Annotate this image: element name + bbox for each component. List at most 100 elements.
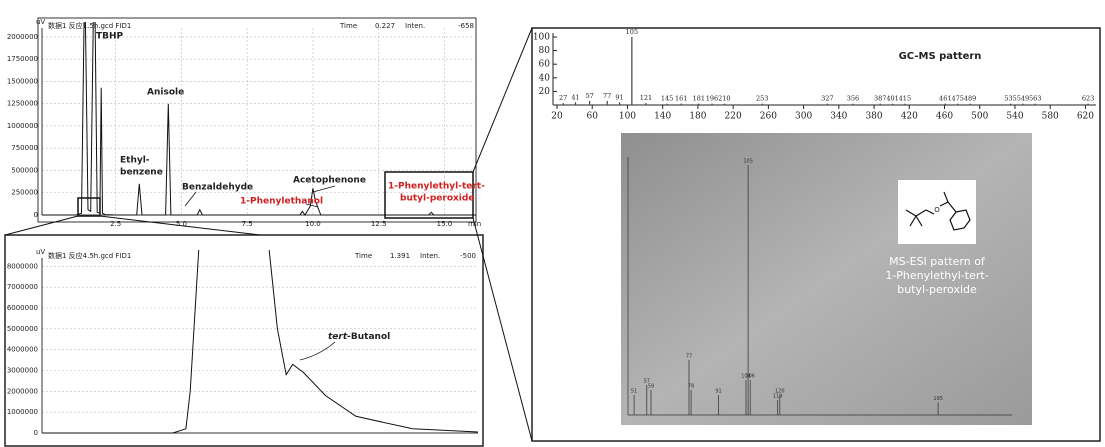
caption: MS-ESI pattern of — [889, 255, 986, 268]
x-tick-label: 620 — [1077, 112, 1094, 122]
header-text: Inten. — [405, 22, 425, 30]
peak-label: Anisole — [147, 88, 184, 98]
y-tick-label: 8000000 — [7, 262, 38, 270]
y-tick-label: 40 — [539, 73, 551, 83]
y-tick-label: 1500000 — [7, 77, 38, 85]
peak-label: benzene — [120, 168, 163, 178]
y-tick-label: 1750000 — [7, 55, 38, 63]
peak-label: 489 — [964, 95, 976, 103]
peak-label: 41 — [571, 93, 579, 101]
y-tick-label: 1250000 — [7, 100, 38, 108]
peak-label: 161 — [675, 95, 687, 103]
peak-label: 59 — [648, 384, 654, 390]
caption: 1-Phenylethyl-tert- — [885, 269, 988, 282]
x-tick-label: 340 — [830, 112, 847, 122]
y-tick-label: 500000 — [11, 166, 38, 174]
peak-label: 195 — [933, 396, 943, 402]
arrow — [300, 342, 335, 360]
header-text: -658 — [458, 22, 474, 30]
trace — [42, 246, 478, 434]
peak-label: 106 — [745, 374, 755, 380]
x-axis-label: min — [468, 220, 481, 228]
peak-label: Benzaldehyde — [182, 183, 253, 193]
chart-title: GC-MS pattern — [899, 51, 982, 62]
peak-label: 105 — [743, 159, 753, 165]
arrow — [185, 192, 196, 206]
x-tick-label: 5.0 — [176, 220, 187, 228]
peak-label: 623 — [1082, 95, 1094, 103]
peak-label: 356 — [847, 95, 859, 103]
caption: butyl-peroxide — [897, 283, 977, 296]
x-tick-label: 260 — [760, 112, 777, 122]
peak-label: 145 — [661, 95, 673, 103]
x-tick-label: 20 — [551, 112, 563, 122]
header-text: 数据1 反应4.5h.gcd FID1 — [48, 251, 131, 260]
peak-label: 387 — [874, 95, 886, 103]
y-tick-label: 100 — [533, 33, 550, 43]
x-tick-label: 60 — [587, 112, 599, 122]
y-axis-label: uV — [36, 18, 45, 26]
y-tick-label: 750000 — [11, 144, 38, 152]
svg-text:O: O — [934, 206, 940, 214]
x-tick-label: 500 — [971, 112, 988, 122]
y-tick-label: 1000000 — [7, 408, 38, 416]
peak-label: 121 — [640, 94, 652, 102]
x-tick-label: 15.0 — [437, 220, 453, 228]
panel-frame — [5, 235, 483, 446]
peak-label: Ethyl- — [120, 156, 150, 166]
connector — [5, 216, 78, 235]
figure: O 0 250000 500000 750000 1000000 1250000 15000… — [0, 0, 1105, 447]
header-text: Time — [339, 22, 357, 30]
header-text: 0.227 — [375, 22, 395, 30]
x-tick-label: 460 — [936, 112, 953, 122]
x-tick-label: 580 — [1042, 112, 1059, 122]
peak-label: 57 — [585, 92, 593, 100]
y-tick-label: 4000000 — [7, 346, 38, 354]
x-tick-label: 300 — [795, 112, 812, 122]
header-text: 数据1 反应1.5h.gcd FID1 — [48, 21, 131, 30]
peak-label: TBHP — [96, 32, 124, 42]
y-tick-label: 2000000 — [7, 387, 38, 395]
peak-label: 210 — [718, 95, 730, 103]
header-text: 1.391 — [390, 252, 410, 260]
peak-label: 51 — [631, 389, 637, 395]
y-tick-label: 7000000 — [7, 283, 38, 291]
x-tick-label: 540 — [1006, 112, 1023, 122]
y-tick-label: 1000000 — [7, 122, 38, 130]
peak-label: tert-Butanol — [328, 332, 390, 342]
peak-label: 1-Phenylethyl-tert- — [388, 182, 485, 192]
peak-label: 535 — [1004, 95, 1016, 103]
x-tick-label: 420 — [901, 112, 918, 122]
peak-label: 401 — [886, 95, 898, 103]
y-tick-label: 20 — [539, 87, 551, 97]
x-tick-label: 140 — [654, 112, 671, 122]
y-tick-label: 250000 — [11, 189, 38, 197]
peak-label: 105 — [626, 28, 638, 36]
peak-label: 91 — [715, 389, 721, 395]
header-text: -500 — [460, 252, 476, 260]
x-tick-label: 380 — [865, 112, 882, 122]
peak-label: Acetophenone — [293, 176, 366, 186]
peak-label: 253 — [756, 95, 768, 103]
y-tick-label: 5000000 — [7, 325, 38, 333]
y-tick-label: 2000000 — [7, 33, 38, 41]
peak-label: 549 — [1017, 95, 1029, 103]
peak-label: 77 — [686, 354, 692, 360]
peak-label: 196 — [706, 95, 718, 103]
label-part: tert- — [328, 332, 351, 342]
arrow — [313, 186, 335, 192]
peak-label: 461 — [939, 95, 951, 103]
x-tick-label: 180 — [689, 112, 706, 122]
peak-label: 415 — [899, 95, 911, 103]
y-tick-label: 60 — [539, 60, 551, 70]
peak-label: 91 — [615, 93, 623, 101]
molecule: O — [898, 180, 976, 244]
x-tick-label: 2.5 — [110, 220, 121, 228]
y-tick-label: 0 — [34, 429, 38, 437]
peak-label: 475 — [952, 95, 964, 103]
peak-label: 78 — [688, 384, 694, 390]
x-tick-label: 220 — [725, 112, 742, 122]
connector — [473, 28, 532, 172]
peak-label: 120 — [775, 389, 785, 395]
y-tick-label: 6000000 — [7, 304, 38, 312]
